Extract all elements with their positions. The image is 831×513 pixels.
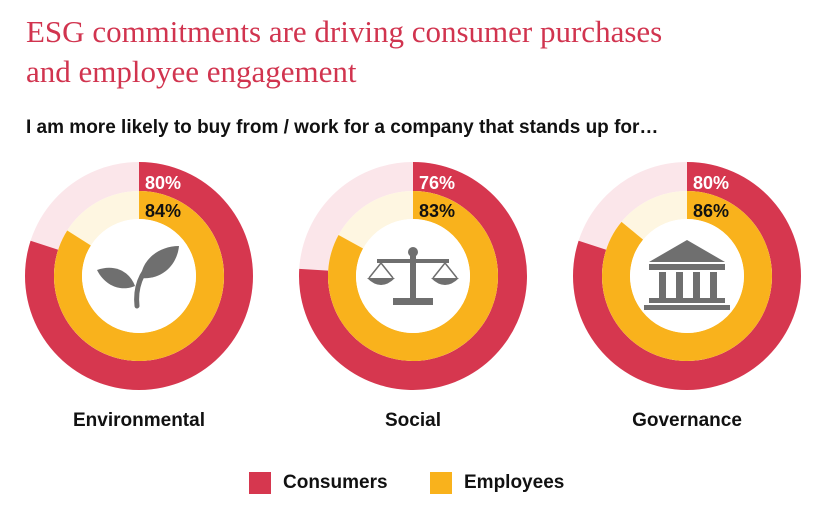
legend-item-employees: Employees (430, 468, 564, 498)
donut-environmental: 80% 84% Environmental (25, 162, 254, 431)
donut-center (82, 219, 196, 333)
title-line-2: and employee engagement (26, 54, 357, 89)
employees-value-label: 83% (419, 201, 455, 221)
scales-beam (377, 259, 449, 263)
building-step-2 (644, 305, 730, 310)
scales-pan-right (431, 278, 459, 285)
scales-post (410, 254, 416, 298)
title-line-1: ESG commitments are driving consumer pur… (26, 14, 663, 49)
employees-ring-social (328, 191, 499, 361)
building-roof (649, 240, 725, 262)
building-column-2 (676, 272, 683, 298)
building-step-1 (649, 298, 725, 303)
scales-pan-left (367, 278, 395, 285)
donut-social: 76% 83% Social (299, 162, 527, 431)
employees-ring-environmental (53, 191, 224, 361)
legend-swatch-employees (430, 472, 452, 494)
donut-center (630, 219, 744, 333)
employees-value-label: 86% (693, 201, 729, 221)
employees-value-label: 84% (145, 201, 181, 221)
building-icon (644, 240, 730, 310)
leaf-left (97, 267, 135, 289)
employees-ring-governance (601, 191, 772, 362)
consumers-value-label: 80% (145, 173, 181, 193)
category-label-governance: Governance (632, 410, 742, 431)
category-label-social: Social (385, 410, 441, 431)
building-column-4 (710, 272, 717, 298)
scales-icon (367, 247, 459, 305)
leaf-right (141, 246, 179, 279)
scales-base (393, 298, 433, 305)
scales-chains (368, 262, 458, 279)
legend: Consumers Employees (0, 468, 831, 498)
legend-label-consumers: Consumers (283, 472, 388, 493)
building-column-3 (693, 272, 700, 298)
consumers-value-label: 76% (419, 173, 455, 193)
leaf-icon (97, 246, 179, 309)
scales-knob (408, 247, 418, 257)
legend-swatch-consumers (249, 472, 271, 494)
chart-title: ESG commitments are driving consumer pur… (26, 12, 806, 92)
chart-subtitle: I am more likely to buy from / work for … (26, 117, 659, 138)
donut-governance: 80% 86% Governance (572, 162, 801, 431)
consumers-value-label: 80% (693, 173, 729, 193)
category-label-environmental: Environmental (73, 410, 205, 431)
legend-item-consumers: Consumers (249, 468, 388, 498)
building-entablature (649, 264, 725, 270)
building-column-1 (659, 272, 666, 298)
legend-label-employees: Employees (464, 472, 565, 493)
